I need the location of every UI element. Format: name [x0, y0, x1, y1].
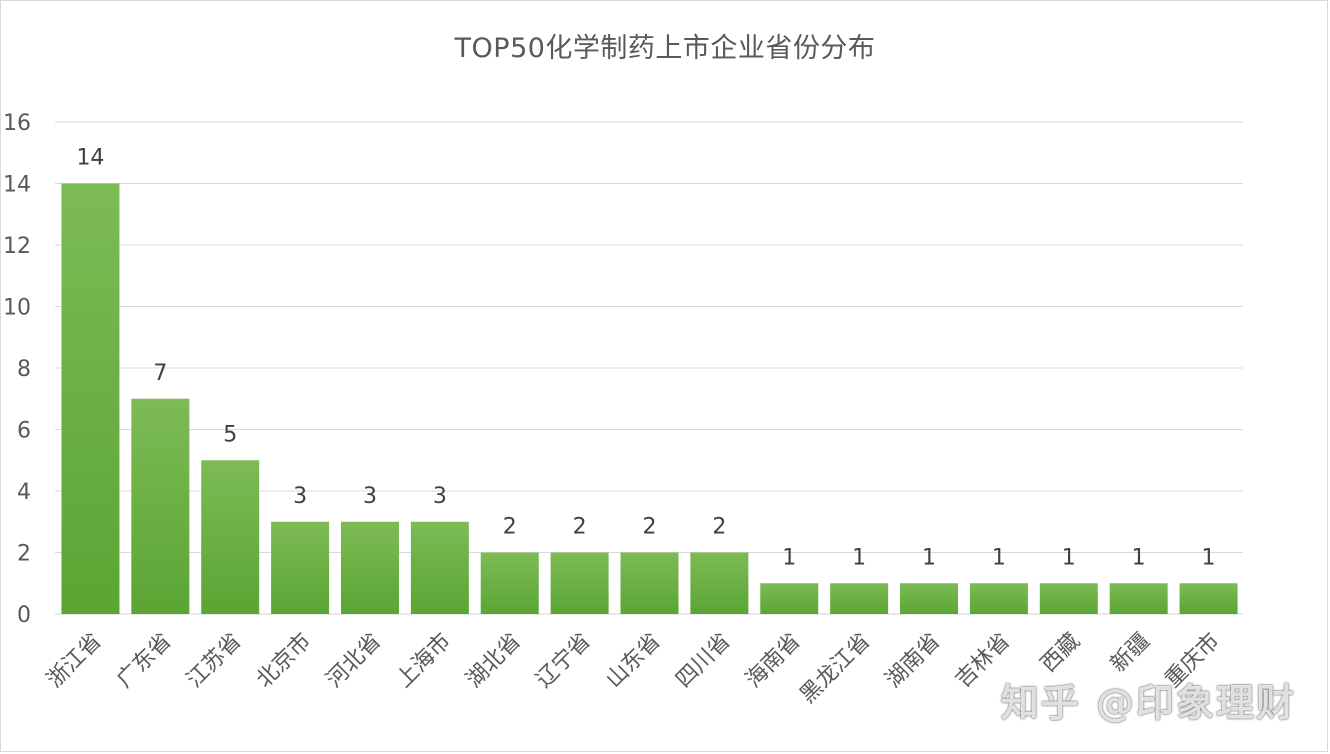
- bar: [760, 583, 819, 614]
- y-tick-label: 8: [17, 357, 31, 382]
- bar: [550, 552, 609, 614]
- data-label: 7: [153, 361, 167, 386]
- bar: [690, 552, 749, 614]
- watermark-text: 知乎 @印象理财: [1000, 681, 1296, 725]
- x-tick-label: 新疆: [1106, 629, 1155, 678]
- chart-title: TOP50化学制药上市企业省份分布: [454, 33, 876, 64]
- bar: [131, 398, 190, 614]
- bar: [1109, 583, 1168, 614]
- data-label: 1: [1202, 545, 1216, 570]
- bar: [61, 183, 120, 614]
- y-tick-label: 16: [3, 111, 31, 136]
- x-tick-label: 江苏省: [182, 629, 246, 693]
- y-tick-label: 14: [3, 173, 31, 198]
- data-label: 2: [573, 515, 587, 540]
- bar: [1179, 583, 1238, 614]
- data-label: 3: [363, 484, 377, 509]
- data-label: 14: [76, 146, 104, 171]
- data-label: 1: [922, 545, 936, 570]
- x-tick-label: 海南省: [741, 629, 805, 693]
- bar: [900, 583, 959, 614]
- x-tick-label: 西藏: [1036, 629, 1085, 678]
- x-tick-label: 四川省: [671, 629, 735, 693]
- data-label: 1: [1132, 545, 1146, 570]
- bar: [201, 460, 260, 614]
- x-tick-label: 山东省: [601, 629, 665, 693]
- x-tick-label: 广东省: [112, 629, 176, 693]
- y-tick-label: 12: [3, 234, 31, 259]
- bar: [620, 552, 679, 614]
- data-label: 2: [503, 515, 517, 540]
- data-label: 3: [433, 484, 447, 509]
- data-label: 1: [1062, 545, 1076, 570]
- x-tick-label: 湖北省: [462, 629, 526, 693]
- y-tick-label: 10: [3, 296, 31, 321]
- data-label: 1: [782, 545, 796, 570]
- bar: [271, 521, 330, 614]
- data-label: 2: [643, 515, 657, 540]
- x-tick-label: 河北省: [322, 629, 386, 693]
- bar: [340, 521, 399, 614]
- bar: [969, 583, 1028, 614]
- data-label: 1: [852, 545, 866, 570]
- x-tick-label: 上海市: [392, 629, 456, 693]
- bar: [480, 552, 539, 614]
- y-tick-label: 0: [17, 603, 31, 628]
- bar: [410, 521, 469, 614]
- y-tick-label: 4: [17, 480, 31, 505]
- x-tick-label: 浙江省: [42, 629, 106, 693]
- x-tick-label: 北京市: [252, 629, 316, 693]
- data-label: 5: [223, 422, 237, 447]
- x-tick-label: 湖南省: [881, 629, 945, 693]
- x-tick-label: 黑龙江省: [795, 629, 875, 709]
- data-label: 1: [992, 545, 1006, 570]
- data-label: 2: [712, 515, 726, 540]
- y-tick-label: 2: [17, 542, 31, 567]
- x-tick-label: 辽宁省: [532, 629, 596, 693]
- y-tick-label: 6: [17, 419, 31, 444]
- data-label: 3: [293, 484, 307, 509]
- bar: [830, 583, 889, 614]
- bar: [1039, 583, 1098, 614]
